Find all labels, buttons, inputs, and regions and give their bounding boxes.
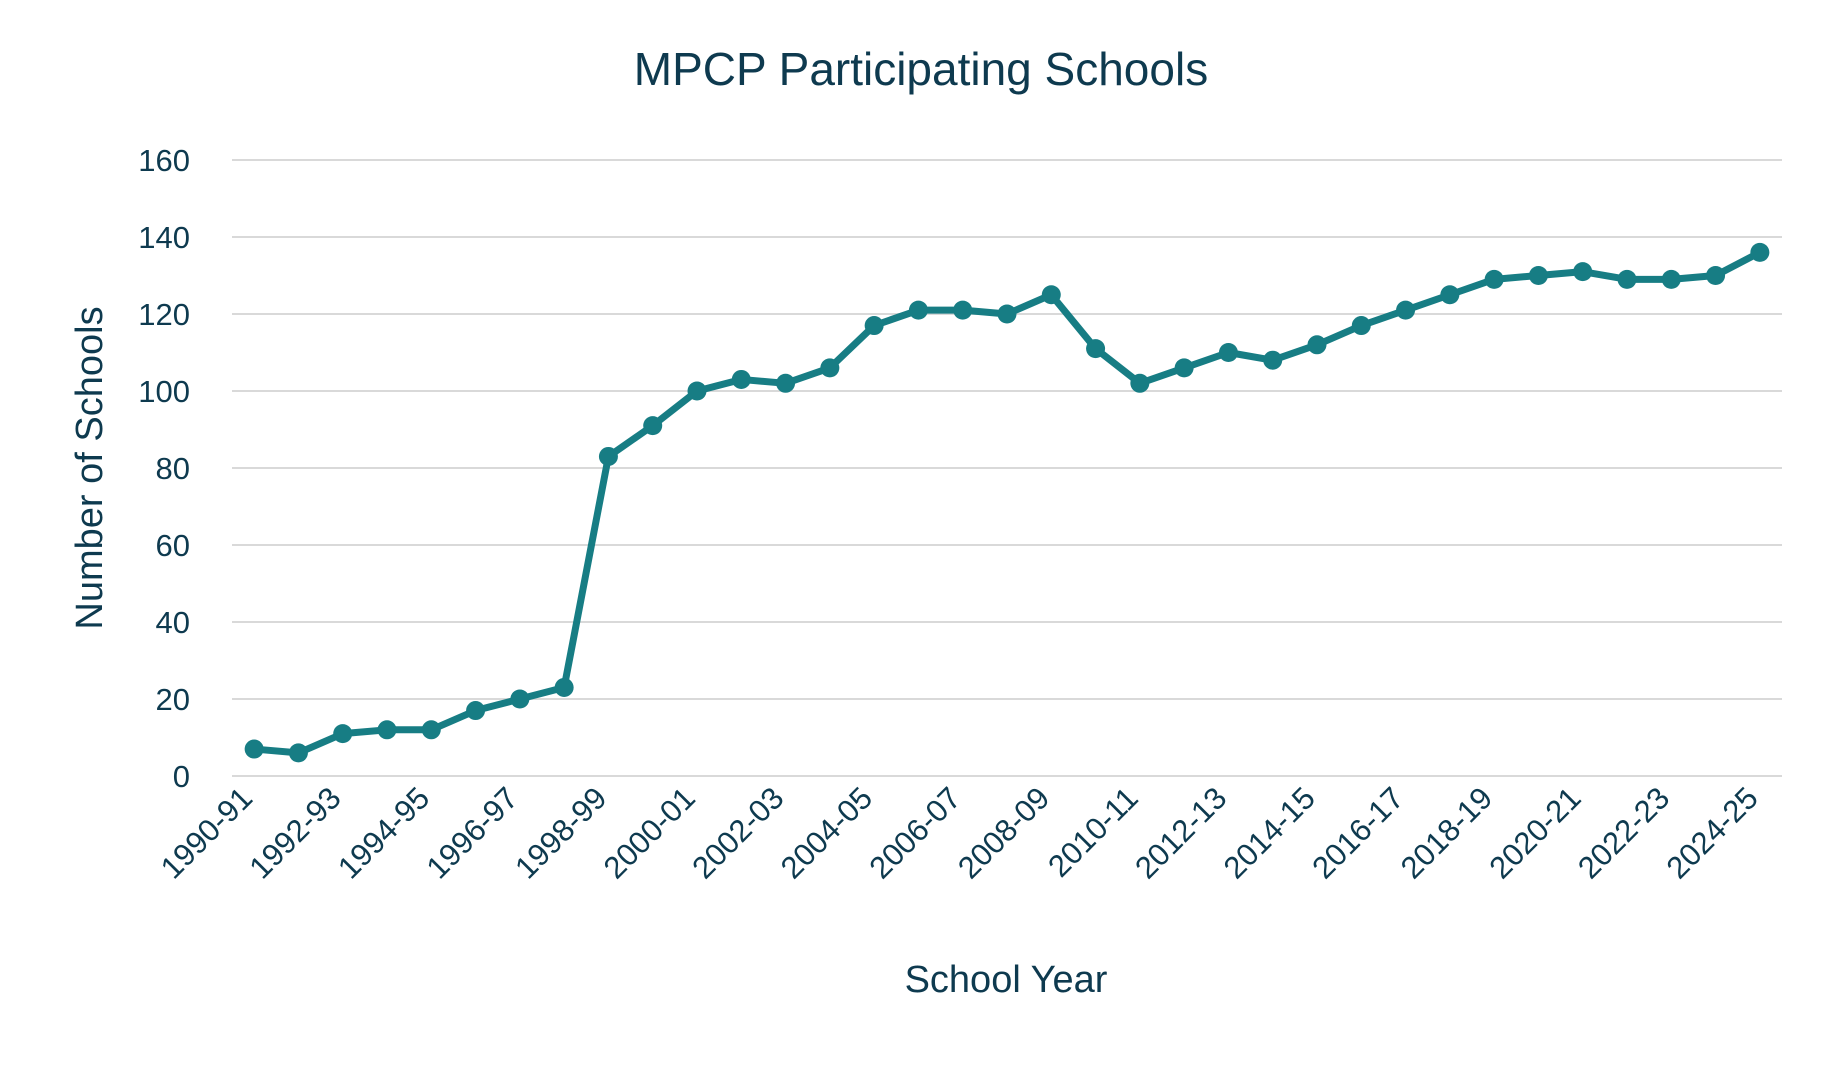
x-tick-label: 2012-13 xyxy=(1128,780,1233,885)
y-tick-label: 100 xyxy=(138,374,190,409)
x-tick-label: 2014-15 xyxy=(1217,780,1322,885)
data-point xyxy=(333,724,353,744)
data-point xyxy=(1661,269,1681,289)
data-point xyxy=(776,373,796,393)
data-point xyxy=(554,677,574,697)
x-tick-label: 1992-93 xyxy=(242,780,347,885)
data-point xyxy=(1086,339,1106,359)
x-tick-label: 1998-99 xyxy=(508,780,613,885)
data-point xyxy=(510,689,530,709)
data-point xyxy=(1706,266,1726,285)
x-tick-label: 1996-97 xyxy=(420,780,525,885)
y-tick-label: 160 xyxy=(138,143,190,178)
data-point xyxy=(377,720,397,740)
x-tick-label: 2008-09 xyxy=(951,780,1056,885)
y-tick-label: 40 xyxy=(156,605,190,640)
y-tick-label: 20 xyxy=(156,682,190,717)
x-tick-label: 2002-03 xyxy=(685,780,790,885)
x-tick-label: 2004-05 xyxy=(774,780,879,885)
data-point xyxy=(1750,242,1770,262)
data-point xyxy=(997,304,1017,324)
series-line xyxy=(253,249,1762,757)
data-point xyxy=(1174,358,1194,378)
x-tick-label: 2020-21 xyxy=(1482,780,1587,885)
data-point xyxy=(244,739,264,759)
x-tick-label: 2024-25 xyxy=(1660,780,1765,885)
chart-title: MPCP Participating Schools xyxy=(634,43,1208,95)
x-tick-label: 2006-07 xyxy=(862,780,967,885)
data-point xyxy=(1263,350,1283,370)
y-tick-label: 120 xyxy=(138,297,190,332)
x-tick-label: 1990-91 xyxy=(154,780,259,885)
data-point xyxy=(288,743,308,763)
data-point xyxy=(731,369,751,389)
data-point xyxy=(864,316,884,336)
data-point xyxy=(1484,269,1504,289)
data-point xyxy=(1617,269,1637,289)
data-point xyxy=(1218,343,1238,362)
data-point xyxy=(466,701,486,721)
data-point xyxy=(1130,373,1150,393)
data-point xyxy=(820,358,840,378)
data-point xyxy=(1041,285,1061,305)
x-tick-label: 2010-11 xyxy=(1041,780,1145,884)
y-axis-label: Number of Schools xyxy=(69,306,111,629)
x-tick-label: 2016-17 xyxy=(1305,780,1410,885)
data-point xyxy=(1528,266,1548,285)
y-tick-label: 60 xyxy=(156,528,190,563)
data-point xyxy=(643,416,663,436)
y-tick-label: 140 xyxy=(138,220,190,255)
x-tick-label: 2000-01 xyxy=(597,780,702,885)
x-axis-label: School Year xyxy=(905,959,1108,1001)
data-point xyxy=(1307,335,1327,355)
data-point xyxy=(1351,316,1371,336)
data-point xyxy=(953,300,973,320)
data-point xyxy=(908,300,928,320)
data-point xyxy=(1440,285,1460,305)
x-tick-label: 2022-23 xyxy=(1571,780,1676,885)
x-tick-label: 1994-95 xyxy=(331,780,436,885)
x-tick-label: 2018-19 xyxy=(1394,780,1499,885)
data-point xyxy=(687,381,707,401)
data-point xyxy=(421,720,441,740)
data-point xyxy=(598,446,618,466)
data-point xyxy=(1573,262,1593,282)
data-point xyxy=(1396,300,1416,320)
y-tick-label: 0 xyxy=(173,759,190,794)
y-tick-label: 80 xyxy=(156,451,190,486)
